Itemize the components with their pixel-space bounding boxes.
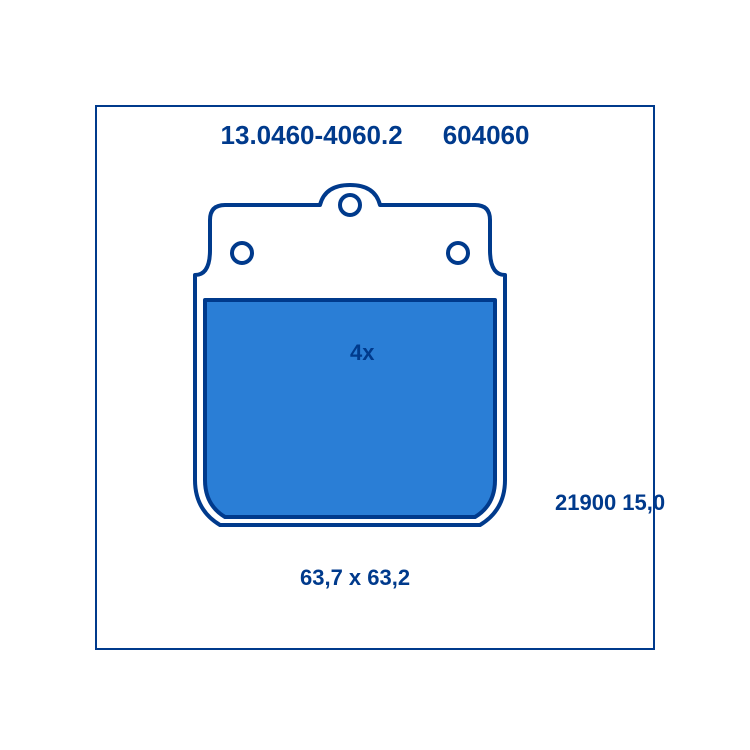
friction-pad (205, 300, 495, 517)
mounting-hole (340, 195, 360, 215)
mounting-hole (448, 243, 468, 263)
dimensions-label: 63,7 x 63,2 (300, 565, 410, 591)
side-label: 21900 15,0 (555, 490, 665, 516)
header-bar: 13.0460-4060.2 604060 (95, 115, 655, 155)
mounting-hole (232, 243, 252, 263)
part-number-primary: 13.0460-4060.2 (221, 120, 403, 151)
quantity-label: 4x (350, 340, 374, 366)
part-number-secondary: 604060 (443, 120, 530, 151)
